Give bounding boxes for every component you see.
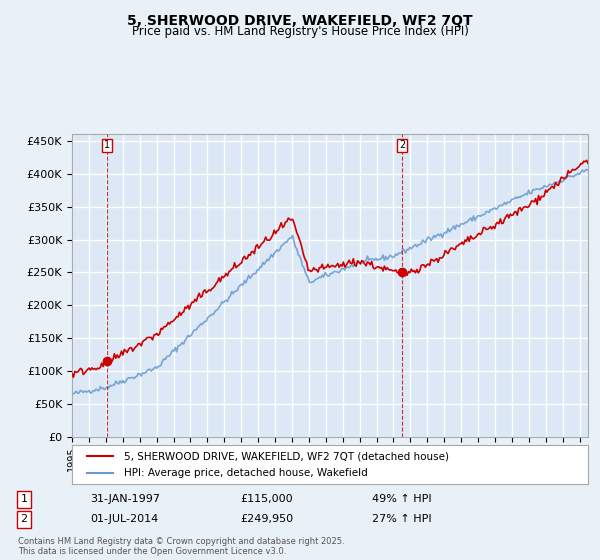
Text: 49% ↑ HPI: 49% ↑ HPI [372,494,431,505]
Text: Contains HM Land Registry data © Crown copyright and database right 2025.
This d: Contains HM Land Registry data © Crown c… [18,536,344,556]
Text: 31-JAN-1997: 31-JAN-1997 [90,494,160,505]
Text: HPI: Average price, detached house, Wakefield: HPI: Average price, detached house, Wake… [124,468,367,478]
Text: 1: 1 [104,141,110,151]
Text: £115,000: £115,000 [240,494,293,505]
Text: 2: 2 [399,141,405,151]
Text: 1: 1 [20,494,28,505]
Text: 2: 2 [20,515,28,525]
Text: 27% ↑ HPI: 27% ↑ HPI [372,515,431,525]
Text: Price paid vs. HM Land Registry's House Price Index (HPI): Price paid vs. HM Land Registry's House … [131,25,469,38]
Text: 5, SHERWOOD DRIVE, WAKEFIELD, WF2 7QT: 5, SHERWOOD DRIVE, WAKEFIELD, WF2 7QT [127,14,473,28]
Text: 5, SHERWOOD DRIVE, WAKEFIELD, WF2 7QT (detached house): 5, SHERWOOD DRIVE, WAKEFIELD, WF2 7QT (d… [124,451,449,461]
Text: 01-JUL-2014: 01-JUL-2014 [90,515,158,525]
Text: £249,950: £249,950 [240,515,293,525]
